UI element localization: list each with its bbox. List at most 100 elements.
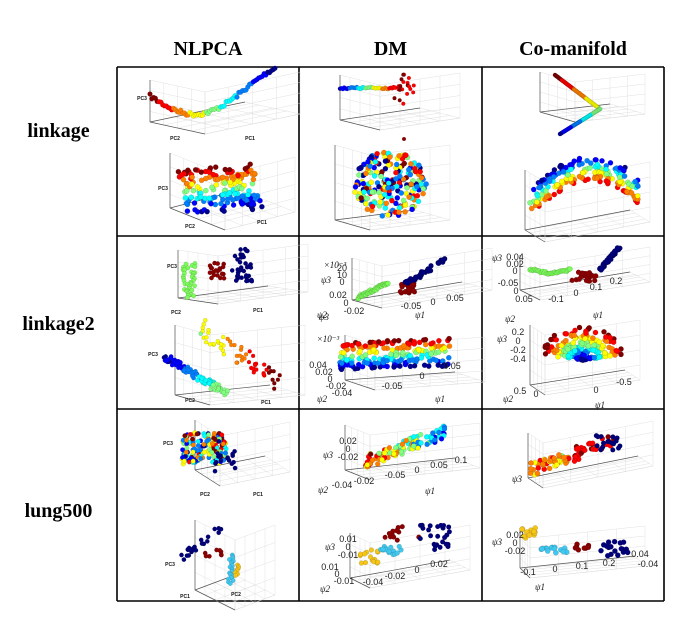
axis-line xyxy=(519,547,531,559)
axis-label-pc1: PC1 xyxy=(253,308,263,314)
axis-line xyxy=(574,113,646,123)
axis-line xyxy=(219,446,291,462)
axis-line xyxy=(637,455,654,467)
data-point xyxy=(540,461,546,467)
data-point xyxy=(398,449,405,455)
data-point xyxy=(212,526,218,532)
data-point xyxy=(349,342,355,349)
data-point xyxy=(352,366,358,372)
tick-label: 0 xyxy=(573,288,578,298)
data-point xyxy=(230,451,235,457)
axis-line xyxy=(539,81,576,93)
data-point xyxy=(386,530,392,537)
data-point xyxy=(613,438,619,444)
data-point xyxy=(565,172,571,178)
data-point xyxy=(594,443,600,449)
data-point xyxy=(576,276,582,282)
data-point xyxy=(215,339,220,344)
data-point xyxy=(544,548,551,554)
axis-line xyxy=(209,394,306,406)
data-point xyxy=(178,365,184,371)
data-point xyxy=(221,275,227,281)
axis-line xyxy=(381,289,493,309)
data-point xyxy=(218,200,224,207)
axis-line xyxy=(269,384,306,396)
data-point xyxy=(446,343,453,349)
data-point xyxy=(210,171,217,178)
tick-label: 20 xyxy=(337,263,347,273)
axis-line xyxy=(344,469,371,481)
data-point xyxy=(203,187,209,194)
data-point xyxy=(380,340,387,346)
axis-label-psi2: ψ2 xyxy=(320,584,331,594)
data-point xyxy=(215,454,221,459)
data-point xyxy=(551,191,558,198)
nlpca-linkage2-bottom: PC3 PC2 PC1 xyxy=(148,318,306,406)
data-point xyxy=(408,161,414,167)
axis-line xyxy=(529,339,546,351)
axis-line xyxy=(169,207,226,231)
axis-line xyxy=(351,257,383,267)
data-point xyxy=(381,191,388,198)
axis-line xyxy=(361,217,442,228)
data-point xyxy=(396,204,403,211)
data-point xyxy=(239,344,244,350)
data-point xyxy=(441,362,447,368)
data-point xyxy=(543,194,550,200)
axis-line xyxy=(529,276,641,296)
data-point xyxy=(181,368,187,373)
data-point xyxy=(338,360,345,367)
axis-line xyxy=(539,463,650,486)
data-point xyxy=(272,65,278,71)
data-point xyxy=(634,193,641,199)
data-point xyxy=(188,431,193,437)
data-point xyxy=(417,536,423,542)
tick-label: 0 xyxy=(512,266,517,276)
data-point xyxy=(582,335,588,342)
axis-line xyxy=(399,110,441,122)
tick-label: -0.01 xyxy=(334,576,355,586)
data-point xyxy=(585,271,591,277)
tick-label: 0.1 xyxy=(590,282,603,292)
data-point xyxy=(235,172,241,179)
axis-line xyxy=(529,565,646,579)
data-point xyxy=(575,269,582,275)
axis-line xyxy=(539,281,651,301)
data-point xyxy=(600,440,607,446)
tick-label: 0.05 xyxy=(515,294,533,304)
data-point xyxy=(239,185,245,192)
axis-line xyxy=(234,542,276,558)
tick-label: -0.02 xyxy=(385,571,406,581)
data-point xyxy=(605,257,612,263)
data-point xyxy=(432,543,438,549)
data-point xyxy=(400,176,407,182)
data-point xyxy=(441,345,448,351)
data-point xyxy=(414,183,420,190)
data-point xyxy=(397,173,403,180)
axis-line xyxy=(544,319,641,336)
axis-line xyxy=(177,249,219,257)
axis-line xyxy=(207,290,299,303)
axis-line xyxy=(544,379,641,396)
axis-line xyxy=(529,369,626,386)
tick-label: 0 xyxy=(515,336,520,346)
data-point xyxy=(578,450,584,456)
data-point xyxy=(371,364,378,371)
data-point xyxy=(406,286,412,293)
axis-line xyxy=(149,90,206,103)
tick-label: 0 xyxy=(345,542,350,552)
data-point xyxy=(190,458,196,464)
comanifold-linkage-top xyxy=(539,71,646,137)
data-point xyxy=(232,190,238,197)
data-point xyxy=(211,454,217,460)
data-point xyxy=(384,357,390,364)
axis-line xyxy=(544,176,651,198)
axis-line xyxy=(149,121,206,135)
data-point xyxy=(248,201,254,207)
axis-line xyxy=(534,215,641,237)
data-point xyxy=(424,441,430,448)
data-point xyxy=(212,164,219,170)
data-point xyxy=(560,168,567,175)
data-point xyxy=(198,331,203,336)
